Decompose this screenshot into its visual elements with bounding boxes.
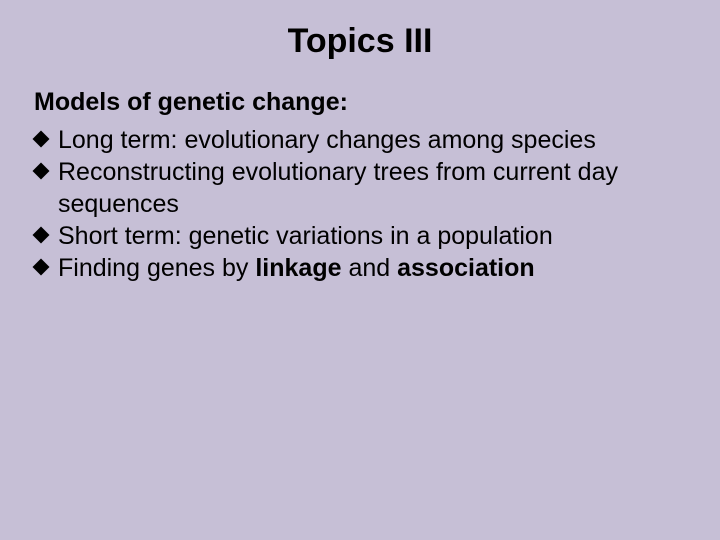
bullet-list: Long term: evolutionary changes among sp…	[34, 124, 686, 284]
list-item: Reconstructing evolutionary trees from c…	[34, 156, 686, 220]
list-item: Long term: evolutionary changes among sp…	[34, 124, 686, 156]
list-item-text: Finding genes by linkage and association	[58, 254, 535, 282]
slide: Topics III Models of genetic change: Lon…	[0, 0, 720, 540]
list-item-text: Long term: evolutionary changes among sp…	[58, 126, 596, 154]
list-item: Short term: genetic variations in a popu…	[34, 220, 686, 252]
list-item-text: Reconstructing evolutionary trees from c…	[58, 158, 618, 218]
slide-title: Topics III	[34, 22, 686, 61]
list-item-text: Short term: genetic variations in a popu…	[58, 222, 553, 250]
list-item: Finding genes by linkage and association	[34, 252, 686, 284]
slide-subheading: Models of genetic change:	[34, 87, 686, 118]
